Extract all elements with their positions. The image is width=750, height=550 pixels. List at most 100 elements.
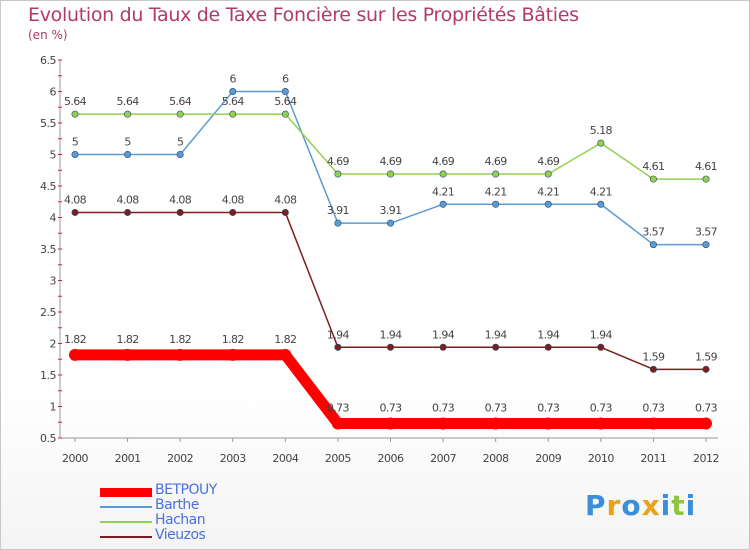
data-label-barthe: 6 xyxy=(282,73,289,86)
unit-label: (en %) xyxy=(28,28,68,42)
data-label-vieuzos: 1.59 xyxy=(642,350,665,363)
data-label-hachan: 5.64 xyxy=(169,95,192,108)
data-point-betpouy xyxy=(174,348,187,361)
data-point-vieuzos xyxy=(176,208,184,216)
data-point-hachan xyxy=(597,139,605,147)
data-label-hachan: 4.69 xyxy=(537,155,560,168)
data-point-barthe xyxy=(124,151,132,159)
axes: 0.5 1 1.5 2 2.5 3 3.5 4 4.5 5 5.5 6 6.5 2000 2001 2002 2… xyxy=(40,54,720,465)
data-label-hachan: 4.69 xyxy=(485,155,508,168)
data-point-hachan xyxy=(229,110,237,118)
data-label-betpouy: 1.82 xyxy=(64,333,86,346)
y-tick-label: 4 xyxy=(50,212,57,225)
data-label-hachan: 4.69 xyxy=(327,155,350,168)
chart-title: Evolution du Taux de Taxe Foncière sur l… xyxy=(28,4,579,26)
legend-label: BETPOUY xyxy=(155,482,217,498)
data-point-betpouy xyxy=(700,417,712,430)
data-label-betpouy: 1.82 xyxy=(117,333,139,346)
data-label-barthe: 6 xyxy=(230,73,237,86)
y-tick-label: 1 xyxy=(50,401,57,414)
data-label-betpouy: 0.73 xyxy=(590,402,613,415)
data-label-barthe: 3.57 xyxy=(642,226,665,239)
y-tick-label: 3 xyxy=(50,275,57,288)
data-point-hachan xyxy=(649,175,657,183)
data-label-hachan: 5.18 xyxy=(590,124,613,137)
data-point-barthe xyxy=(439,200,447,208)
data-label-barthe: 3.91 xyxy=(379,204,401,217)
legend-swatch xyxy=(100,506,152,508)
data-label-hachan: 4.61 xyxy=(695,160,717,173)
data-point-vieuzos xyxy=(334,343,342,351)
x-tick-label: 2012 xyxy=(693,452,719,465)
data-point-hachan xyxy=(71,110,79,118)
x-tick-label: 2008 xyxy=(483,452,509,465)
proxiti-logo: Proxiti xyxy=(585,489,696,522)
legend-swatch xyxy=(100,521,152,523)
data-point-betpouy xyxy=(226,348,239,361)
logo-letter: P xyxy=(585,489,607,522)
data-point-hachan xyxy=(492,170,500,178)
data-point-barthe xyxy=(229,88,237,96)
logo-letter: o xyxy=(621,489,642,522)
data-label-barthe: 3.91 xyxy=(327,204,349,217)
y-tick-label: 6.5 xyxy=(40,54,56,67)
y-tick-label: 2 xyxy=(50,338,57,351)
data-label-vieuzos: 4.08 xyxy=(222,193,245,206)
data-label-betpouy: 1.82 xyxy=(222,333,244,346)
data-point-vieuzos xyxy=(124,208,132,216)
data-point-hachan xyxy=(334,170,342,178)
legend-swatch xyxy=(100,488,152,497)
data-label-vieuzos: 1.94 xyxy=(379,328,402,341)
y-tick-label: 6 xyxy=(50,86,57,99)
y-tick-label: 3.5 xyxy=(40,243,56,256)
logo-letter: x xyxy=(641,489,661,522)
data-point-hachan xyxy=(281,110,289,118)
data-point-hachan xyxy=(439,170,447,178)
data-label-hachan: 5.64 xyxy=(274,95,297,108)
legend-label: Barthe xyxy=(155,497,199,513)
data-point-betpouy xyxy=(279,348,292,361)
x-tick-label: 2002 xyxy=(167,452,193,465)
series-lines xyxy=(69,90,712,430)
data-label-barthe: 5 xyxy=(124,136,131,149)
data-label-betpouy: 0.73 xyxy=(327,402,350,415)
data-label-barthe: 4.21 xyxy=(590,185,612,198)
logo-letter: t xyxy=(671,489,686,522)
x-tick-label: 2005 xyxy=(325,452,351,465)
data-point-betpouy xyxy=(594,417,607,430)
data-label-barthe: 4.21 xyxy=(432,185,454,198)
data-point-vieuzos xyxy=(597,343,605,351)
data-label-vieuzos: 4.08 xyxy=(64,193,87,206)
data-label-betpouy: 0.73 xyxy=(485,402,508,415)
legend-item-hachan: Hachan xyxy=(100,512,300,529)
x-tick-label: 2009 xyxy=(535,452,561,465)
data-label-barthe: 4.21 xyxy=(485,185,507,198)
data-point-betpouy xyxy=(489,417,502,430)
data-point-vieuzos xyxy=(544,343,552,351)
data-point-betpouy xyxy=(437,417,450,430)
legend-label: Hachan xyxy=(155,512,206,528)
y-tick-label: 5 xyxy=(50,149,57,162)
y-tick-label: 4.5 xyxy=(40,180,56,193)
data-point-barthe xyxy=(597,200,605,208)
x-tick-label: 2007 xyxy=(430,452,456,465)
data-label-vieuzos: 4.08 xyxy=(274,193,297,206)
x-tick-label: 2011 xyxy=(640,452,666,465)
data-point-vieuzos xyxy=(71,208,79,216)
data-point-hachan xyxy=(124,110,132,118)
data-point-hachan xyxy=(386,170,394,178)
data-label-betpouy: 0.73 xyxy=(537,402,560,415)
data-label-barthe: 4.21 xyxy=(537,185,559,198)
data-point-vieuzos xyxy=(386,343,394,351)
series-points xyxy=(69,88,712,430)
x-tick-label: 2010 xyxy=(588,452,614,465)
data-point-barthe xyxy=(71,151,79,159)
data-point-hachan xyxy=(702,175,710,183)
x-tick-label: 2004 xyxy=(272,452,298,465)
y-tick-label: 0.5 xyxy=(40,432,56,445)
legend-item-vieuzos: Vieuzos xyxy=(100,527,300,544)
data-label-betpouy: 0.73 xyxy=(642,402,665,415)
data-label-betpouy: 1.82 xyxy=(169,333,191,346)
